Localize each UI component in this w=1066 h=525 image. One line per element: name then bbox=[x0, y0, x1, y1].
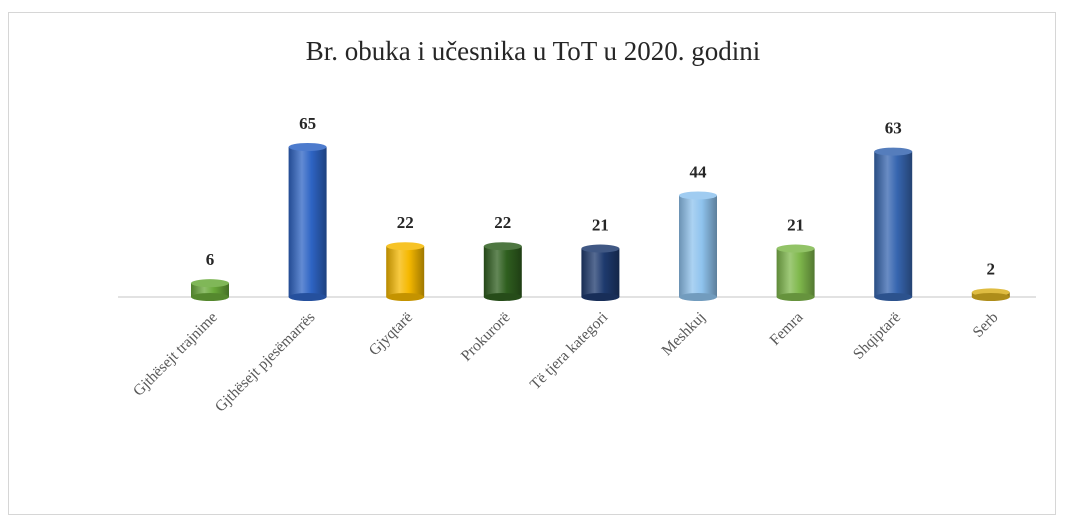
bar-base-4 bbox=[581, 293, 620, 301]
bar-base-3 bbox=[483, 293, 522, 301]
data-label-7: 63 bbox=[885, 119, 902, 138]
bar-5 bbox=[679, 195, 717, 297]
category-label-8: Serb bbox=[970, 309, 1002, 341]
category-label-5: Meshkuj bbox=[658, 309, 708, 359]
bar-base-8 bbox=[971, 293, 1010, 301]
bar-cap-7 bbox=[874, 147, 913, 156]
bar-1 bbox=[288, 147, 327, 297]
chart-title: Br. obuka i učesnika u ToT u 2020. godin… bbox=[305, 36, 761, 66]
bar-cap-5 bbox=[679, 191, 717, 200]
bar-6 bbox=[776, 248, 815, 297]
bar-base-6 bbox=[776, 293, 815, 301]
category-label-4: Të tjera kategori bbox=[527, 308, 612, 393]
bar-base-2 bbox=[386, 293, 425, 301]
category-label-3: Prokurorë bbox=[458, 309, 514, 365]
data-labels-group: 6 65 22 22 21 44 21 63 2 bbox=[206, 114, 995, 278]
data-label-4: 21 bbox=[592, 216, 609, 235]
bar-cap-2 bbox=[386, 242, 425, 251]
bar-cap-3 bbox=[483, 242, 522, 251]
bar-2 bbox=[386, 246, 425, 297]
bar-base-5 bbox=[679, 293, 717, 301]
bar-4 bbox=[581, 248, 620, 297]
bar-cap-0 bbox=[191, 279, 229, 288]
bars-group bbox=[191, 143, 1010, 301]
category-label-6: Femra bbox=[766, 309, 806, 349]
bar-base-0 bbox=[191, 293, 229, 301]
category-label-0: Gjthësejt trajnime bbox=[130, 309, 221, 400]
bar-cap-4 bbox=[581, 244, 620, 253]
category-label-2: Gjyqtarë bbox=[366, 309, 416, 359]
bar-cap-6 bbox=[776, 244, 815, 253]
data-label-3: 22 bbox=[494, 213, 511, 232]
data-label-1: 65 bbox=[299, 114, 316, 133]
data-label-6: 21 bbox=[787, 216, 804, 235]
bar-base-7 bbox=[874, 293, 913, 301]
bar-7 bbox=[874, 151, 913, 297]
category-label-1: Gjthësejt pjesëmarrës bbox=[212, 309, 319, 416]
data-label-0: 6 bbox=[206, 250, 215, 269]
bar-base-1 bbox=[288, 293, 327, 301]
data-label-5: 44 bbox=[690, 162, 708, 181]
bar-3 bbox=[483, 246, 522, 297]
category-label-7: Shqiptarë bbox=[850, 309, 904, 363]
data-label-8: 2 bbox=[987, 259, 996, 278]
bar-cap-1 bbox=[288, 143, 327, 151]
data-label-2: 22 bbox=[397, 213, 414, 232]
